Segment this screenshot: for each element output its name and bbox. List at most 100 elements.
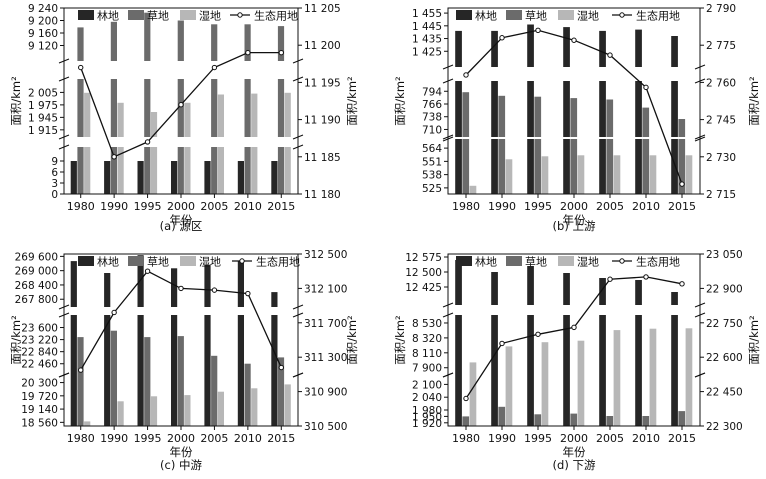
bar-grass: [570, 98, 578, 194]
eco-line-point: [178, 285, 184, 292]
eco-line-point: [278, 49, 284, 56]
bar-grass: [211, 24, 218, 195]
y-tick-label-right: 2 790: [706, 3, 736, 15]
bar-grass: [77, 27, 84, 195]
y-tick-label-left: 23 600: [21, 323, 58, 335]
y-axis-title-left: 面积/km²: [9, 315, 23, 364]
y-tick-label-right: 11 180: [304, 189, 341, 201]
bar-wetland: [577, 340, 585, 426]
y-tick-label-left: 551: [422, 156, 442, 168]
y-tick-label-left: 9 160: [28, 28, 58, 40]
bar-wetland: [469, 185, 477, 194]
x-axis-title: 年份: [170, 445, 193, 459]
x-tick-label: 1995: [524, 200, 552, 213]
bar-grass: [678, 411, 686, 426]
bar-forest: [563, 273, 570, 426]
bar-grass: [77, 337, 84, 426]
y-tick-label-right: 2 775: [706, 40, 736, 52]
legend-label-eco: 生态用地: [256, 255, 300, 269]
y-tick-label-left: 794: [422, 86, 442, 98]
x-tick-label: 2005: [200, 432, 228, 445]
legend-label-wetland: 湿地: [577, 256, 599, 269]
bar-forest: [527, 266, 534, 426]
y-tick-label-left: 564: [422, 143, 442, 155]
eco-line-point: [643, 84, 649, 91]
eco-line-point: [245, 290, 251, 297]
bar-grass: [244, 24, 251, 195]
legend-swatch-forest: [456, 10, 472, 20]
legend-swatch-wetland: [558, 10, 574, 20]
bar-wetland: [117, 102, 124, 194]
bar-wetland: [150, 112, 158, 194]
bar-wetland: [541, 156, 549, 194]
axis-break-gap: [449, 67, 699, 81]
bar-wetland: [649, 328, 657, 426]
bar-grass: [462, 416, 470, 426]
y-tick-label-left: 6: [51, 167, 58, 179]
y-tick-label-right: 11 185: [304, 152, 341, 164]
eco-line-point: [211, 287, 218, 293]
legend-swatch-grass: [128, 256, 144, 266]
x-axis-title: 年份: [170, 213, 193, 227]
panel-caption: (a) 源区: [160, 219, 203, 233]
x-tick-label: 2015: [267, 432, 295, 445]
y-tick-label-left: 268 400: [15, 280, 58, 292]
legend-label-eco: 生态用地: [636, 9, 680, 23]
y-tick-label-right: 22 450: [706, 387, 743, 399]
bar-forest: [137, 161, 144, 194]
y-axis-title-left: 面积/km²: [9, 76, 23, 125]
y-tick-label-right: 310 900: [304, 387, 347, 399]
bar-wetland: [469, 362, 477, 426]
y-tick-label-left: 22 460: [21, 359, 58, 371]
bar-wetland: [613, 155, 621, 194]
bar-grass: [642, 416, 650, 426]
bar-forest: [104, 273, 111, 426]
y-axis-title-left: 面积/km²: [393, 315, 407, 364]
legend-swatch-grass: [506, 256, 522, 266]
x-tick-label: 1995: [524, 432, 552, 445]
y-tick-label-right: 11 190: [304, 115, 341, 127]
x-tick-label: 2010: [632, 432, 660, 445]
y-tick-label-right: 312 100: [304, 283, 347, 295]
y-tick-label-left: 9 240: [28, 3, 58, 15]
eco-line-point: [78, 367, 84, 373]
eco-line-point: [499, 35, 505, 41]
legend: 林地 草地 湿地 生态用地: [78, 9, 298, 23]
bar-forest: [599, 278, 606, 426]
legend-marker-eco: [237, 12, 243, 18]
x-tick-label: 2015: [668, 432, 696, 445]
y-tick-label-left: 1 920: [412, 418, 442, 430]
x-tick-label: 1980: [452, 200, 480, 213]
x-tick-label: 2010: [632, 200, 660, 213]
bar-wetland: [685, 328, 693, 426]
y-tick-label-right: 2 715: [706, 189, 736, 201]
bar-forest: [455, 30, 462, 195]
y-axis-title-right: 面积/km²: [747, 76, 761, 125]
bars: [455, 260, 693, 426]
bar-grass: [110, 21, 117, 195]
y-tick-label-left: 9 200: [28, 16, 58, 28]
y-tick-label-right: 22 300: [706, 421, 743, 433]
legend-label-grass: 草地: [525, 256, 547, 269]
bar-forest: [491, 30, 498, 195]
bar-grass: [211, 355, 218, 426]
x-axis-title: 年份: [563, 213, 586, 227]
bars: [455, 24, 693, 195]
y-axis-title-left: 面积/km²: [393, 76, 407, 125]
bar-wetland: [613, 330, 621, 426]
bar-grass: [244, 363, 251, 426]
bar-grass: [570, 413, 578, 426]
axis-break-gap: [449, 305, 699, 315]
bar-forest: [635, 280, 642, 426]
y-tick-label-left: 8 530: [412, 318, 442, 330]
x-tick-label: 2000: [560, 432, 588, 445]
bar-wetland: [217, 391, 224, 426]
y-axis-title-right: 面积/km²: [747, 315, 761, 364]
legend-label-grass: 草地: [147, 10, 169, 23]
eco-line-point: [111, 309, 117, 316]
y-tick-label-right: 311 300: [304, 352, 347, 364]
y-tick-label-left: 19 140: [21, 404, 58, 416]
